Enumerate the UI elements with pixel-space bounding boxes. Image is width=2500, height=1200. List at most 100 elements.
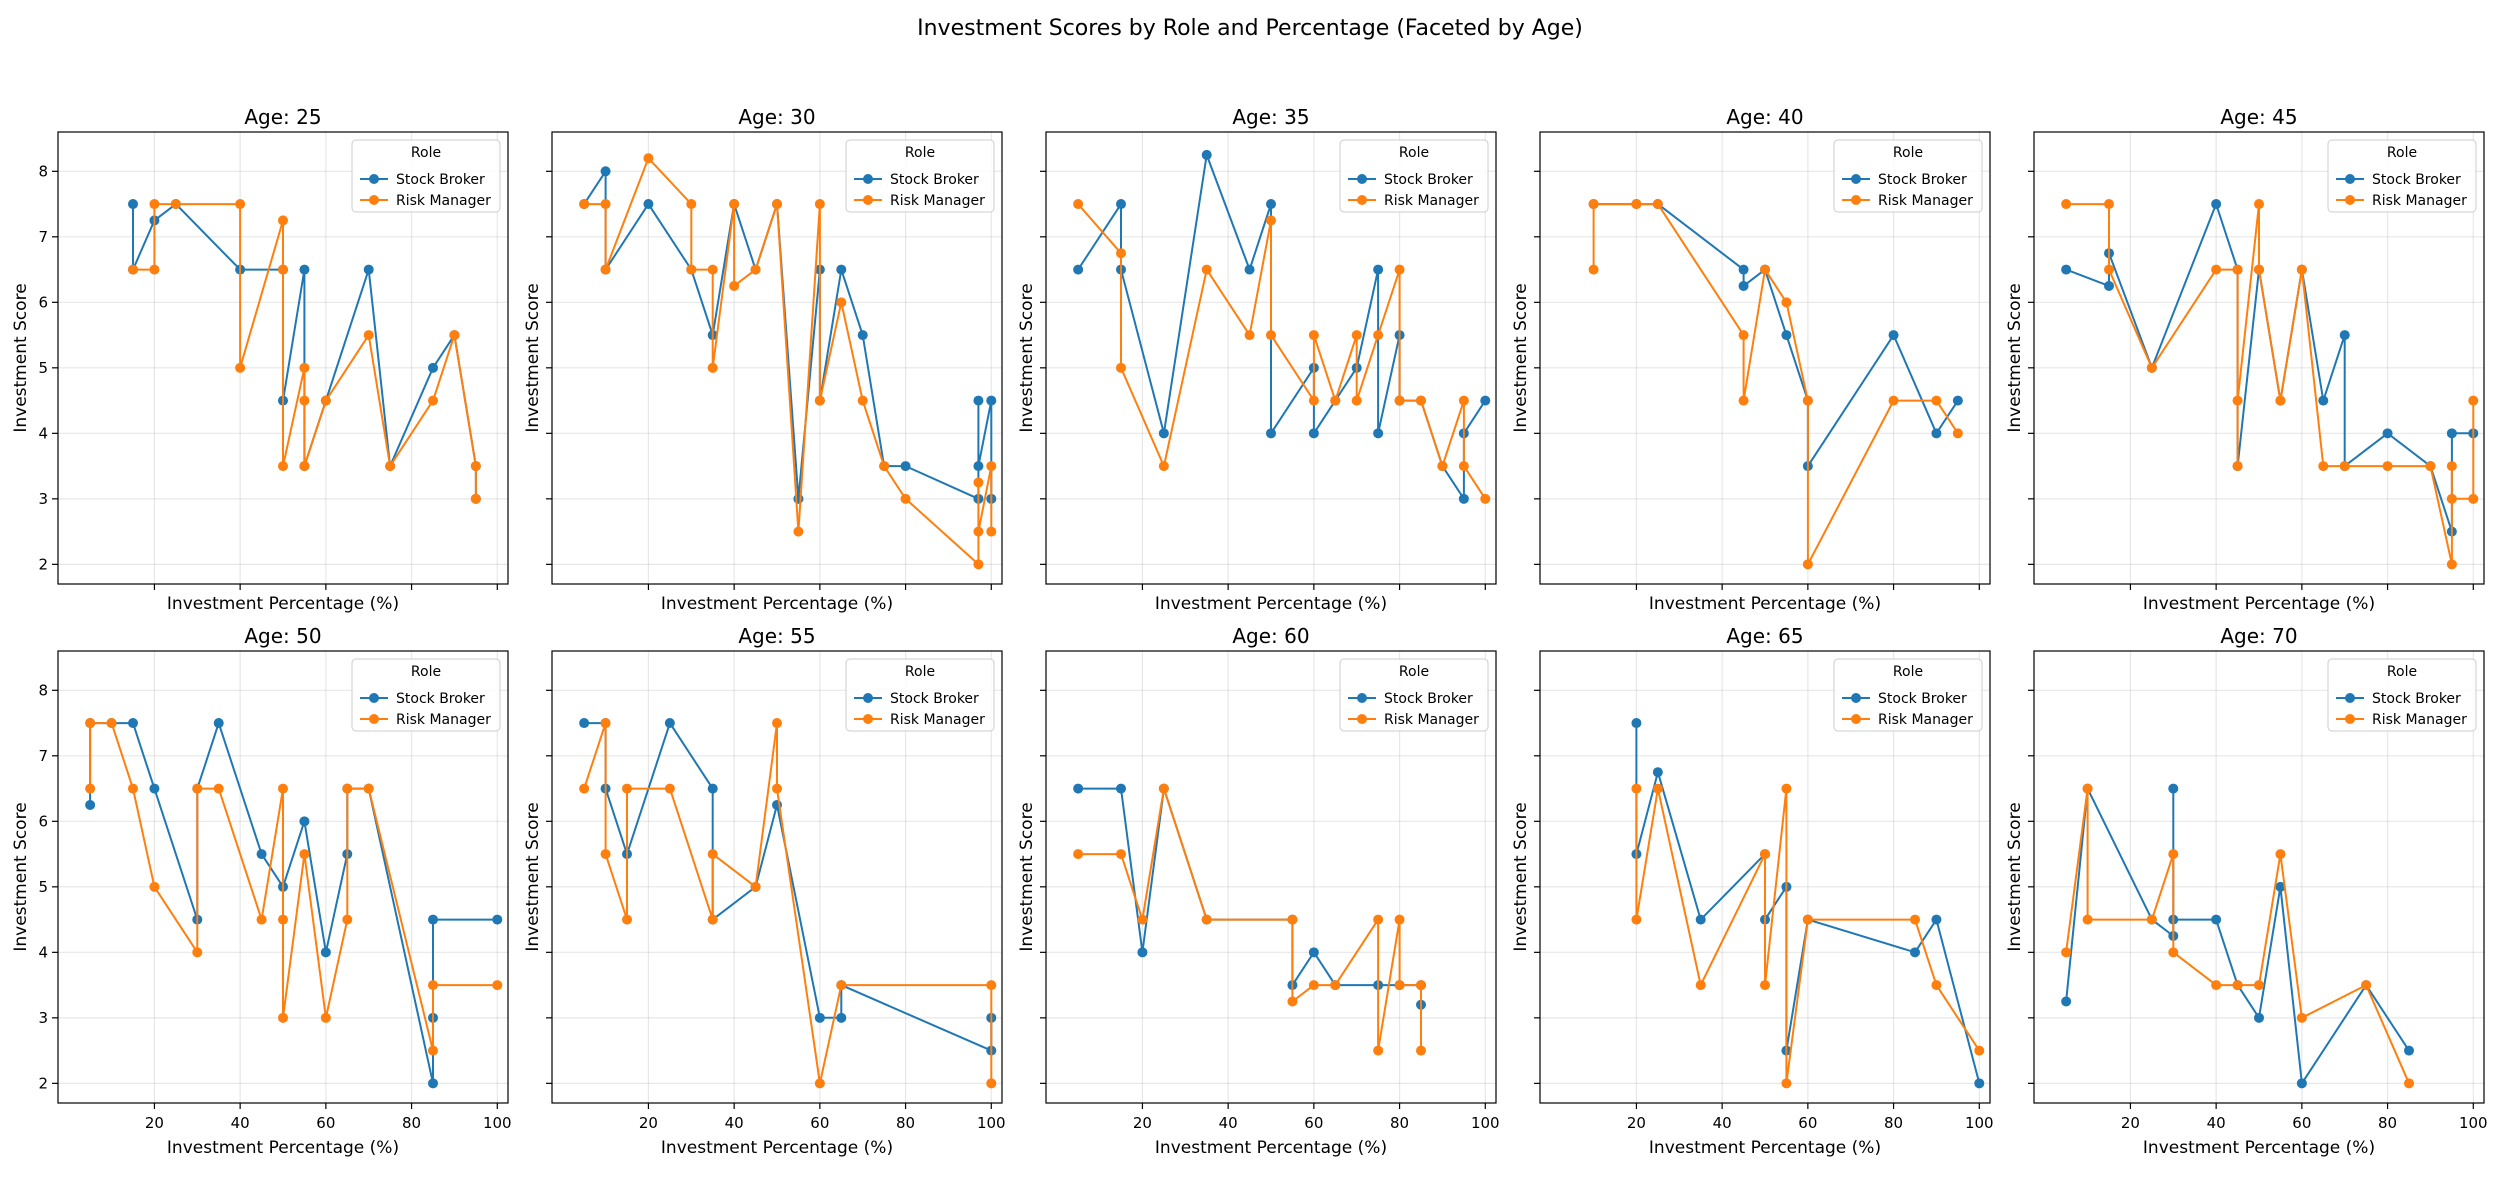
data-point-risk-manager bbox=[1351, 330, 1362, 341]
data-point-stock-broker bbox=[128, 199, 138, 210]
legend: Role Stock Broker Risk Manager bbox=[845, 139, 995, 213]
data-point-stock-broker bbox=[2339, 330, 2350, 341]
data-point-stock-broker bbox=[1116, 783, 1126, 794]
data-point-risk-manager bbox=[707, 264, 718, 275]
data-point-risk-manager bbox=[1394, 395, 1405, 406]
data-point-stock-broker bbox=[320, 947, 331, 958]
x-tick-label: 40 bbox=[1219, 1114, 1238, 1132]
data-point-risk-manager bbox=[170, 199, 181, 210]
data-point-stock-broker bbox=[1652, 767, 1663, 778]
data-point-stock-broker bbox=[579, 718, 590, 729]
data-point-risk-manager bbox=[1631, 783, 1642, 794]
legend-title: Role bbox=[1893, 145, 1923, 161]
legend-box bbox=[1339, 139, 1489, 213]
y-axis-label: Investment Score bbox=[1511, 283, 1531, 432]
legend-label: Risk Manager bbox=[1878, 712, 1973, 728]
data-point-risk-manager bbox=[256, 914, 267, 925]
data-point-stock-broker bbox=[1458, 493, 1469, 504]
data-point-risk-manager bbox=[643, 153, 654, 164]
y-tick-label: 8 bbox=[38, 681, 48, 699]
data-point-stock-broker bbox=[1137, 947, 1148, 958]
data-point-risk-manager bbox=[1244, 330, 1255, 341]
data-point-risk-manager bbox=[1373, 330, 1384, 341]
data-point-stock-broker bbox=[492, 914, 503, 925]
legend-label: Risk Manager bbox=[2372, 193, 2467, 209]
plot-frame bbox=[1045, 650, 1497, 1104]
y-tick-label: 7 bbox=[38, 228, 48, 246]
data-point-risk-manager bbox=[1781, 297, 1792, 308]
data-point-risk-manager bbox=[1137, 914, 1148, 925]
data-point-risk-manager bbox=[2104, 264, 2114, 275]
legend-swatch-marker bbox=[2345, 174, 2355, 184]
panel-title: Age: 45 bbox=[2220, 105, 2297, 129]
data-point-risk-manager bbox=[600, 849, 611, 860]
data-point-risk-manager bbox=[2146, 362, 2157, 373]
data-point-risk-manager bbox=[2468, 395, 2479, 406]
data-point-risk-manager bbox=[2211, 980, 2222, 991]
data-point-risk-manager bbox=[1266, 330, 1276, 341]
x-tick-label: 80 bbox=[1390, 1114, 1409, 1132]
data-point-risk-manager bbox=[128, 264, 138, 275]
legend: Role Stock Broker Risk Manager bbox=[1833, 139, 1983, 213]
data-point-risk-manager bbox=[363, 783, 374, 794]
panel-age-65: 20 40 60 80 100 Age: 65 Investment Percentage … bbox=[1511, 624, 1994, 1158]
plot-frame bbox=[551, 650, 1003, 1104]
data-point-risk-manager bbox=[363, 330, 374, 341]
data-point-risk-manager bbox=[1760, 980, 1770, 991]
data-point-stock-broker bbox=[1244, 264, 1255, 275]
data-point-stock-broker bbox=[1373, 428, 1384, 439]
data-point-stock-broker bbox=[428, 362, 438, 373]
data-point-stock-broker bbox=[1158, 428, 1169, 439]
data-point-risk-manager bbox=[1201, 914, 1212, 925]
legend-label: Risk Manager bbox=[890, 712, 985, 728]
data-point-risk-manager bbox=[750, 264, 761, 275]
data-point-risk-manager bbox=[320, 395, 331, 406]
data-point-risk-manager bbox=[1952, 428, 1963, 439]
data-point-risk-manager bbox=[1931, 980, 1942, 991]
data-point-risk-manager bbox=[1802, 395, 1813, 406]
data-point-stock-broker bbox=[213, 718, 224, 729]
data-point-stock-broker bbox=[1073, 264, 1084, 275]
data-point-risk-manager bbox=[2296, 264, 2307, 275]
data-point-risk-manager bbox=[1910, 914, 1920, 925]
data-point-stock-broker bbox=[2168, 783, 2179, 794]
legend-title: Role bbox=[905, 664, 935, 680]
data-point-risk-manager bbox=[1802, 914, 1813, 925]
data-point-risk-manager bbox=[1416, 980, 1426, 991]
data-point-risk-manager bbox=[149, 199, 160, 210]
panel-title: Age: 70 bbox=[2220, 624, 2297, 648]
data-point-risk-manager bbox=[1760, 849, 1770, 860]
legend-box bbox=[1833, 658, 1983, 732]
data-point-stock-broker bbox=[1631, 718, 1642, 729]
legend-box bbox=[351, 139, 501, 213]
y-axis-label: Investment Score bbox=[11, 283, 31, 432]
data-point-risk-manager bbox=[1416, 1045, 1426, 1056]
x-tick-label: 60 bbox=[810, 1114, 829, 1132]
data-point-risk-manager bbox=[342, 914, 353, 925]
data-point-risk-manager bbox=[2446, 559, 2457, 570]
data-point-risk-manager bbox=[1308, 980, 1319, 991]
data-point-risk-manager bbox=[879, 461, 890, 472]
data-point-risk-manager bbox=[492, 980, 503, 991]
legend-box bbox=[351, 658, 501, 732]
data-point-stock-broker bbox=[1931, 914, 1942, 925]
y-tick-label: 8 bbox=[38, 162, 48, 180]
x-tick-label: 60 bbox=[1798, 1114, 1817, 1132]
legend-label: Stock Broker bbox=[1384, 172, 1473, 188]
data-point-risk-manager bbox=[814, 1078, 825, 1089]
data-point-stock-broker bbox=[2061, 264, 2072, 275]
y-tick-label: 4 bbox=[38, 424, 48, 442]
data-point-risk-manager bbox=[2382, 461, 2393, 472]
data-point-risk-manager bbox=[2232, 980, 2243, 991]
y-axis-label: Investment Score bbox=[1511, 802, 1531, 951]
data-point-risk-manager bbox=[1652, 199, 1663, 210]
data-point-risk-manager bbox=[1116, 849, 1126, 860]
data-point-stock-broker bbox=[1910, 947, 1920, 958]
data-point-risk-manager bbox=[1781, 1078, 1792, 1089]
x-tick-label: 40 bbox=[2207, 1114, 2226, 1132]
legend: Role Stock Broker Risk Manager bbox=[351, 139, 501, 213]
data-point-stock-broker bbox=[643, 199, 654, 210]
data-point-risk-manager bbox=[320, 1012, 331, 1023]
data-point-risk-manager bbox=[1480, 493, 1491, 504]
data-point-risk-manager bbox=[2061, 199, 2072, 210]
